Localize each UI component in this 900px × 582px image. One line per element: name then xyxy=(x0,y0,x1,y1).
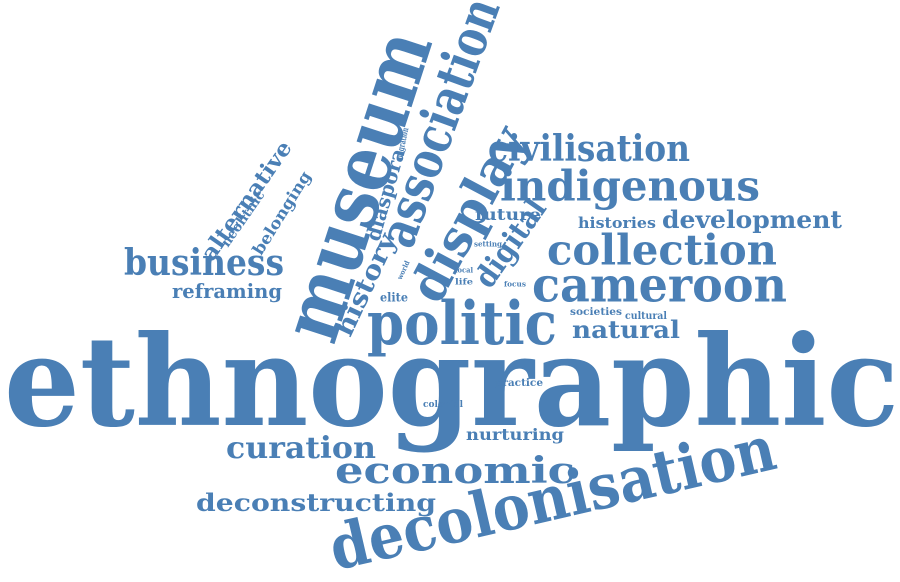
word-focus: focus xyxy=(504,279,526,289)
word-future: future xyxy=(475,205,542,225)
word-development: development xyxy=(662,204,842,234)
word-collection: collection xyxy=(547,225,777,275)
word-life: life xyxy=(455,276,474,287)
word-histories: histories xyxy=(578,214,657,232)
word-cultural: cultural xyxy=(625,311,667,322)
word-curation: curation xyxy=(226,431,376,466)
word-reframing: reframing xyxy=(172,279,282,303)
word-colonial: colonial xyxy=(423,399,464,410)
word-practice: practice xyxy=(495,378,544,389)
word-deconstructing: deconstructing xyxy=(196,487,437,517)
word-elite: elite xyxy=(380,290,409,305)
word-politic: politic xyxy=(367,289,557,359)
word-economic: economic xyxy=(335,450,575,493)
word-civilisation: civilisation xyxy=(488,128,690,171)
word-local: local xyxy=(455,265,473,275)
word-setting: setting xyxy=(474,239,502,249)
word-nurturing: nurturing xyxy=(466,425,564,445)
word-natural: natural xyxy=(572,314,681,344)
word-societies: societies xyxy=(570,307,622,318)
word-business: business xyxy=(124,242,285,285)
word-ethnographic: ethnographic xyxy=(4,309,899,455)
word-indigenous: indigenous xyxy=(500,161,760,211)
word-cameroon: cameroon xyxy=(532,257,788,314)
